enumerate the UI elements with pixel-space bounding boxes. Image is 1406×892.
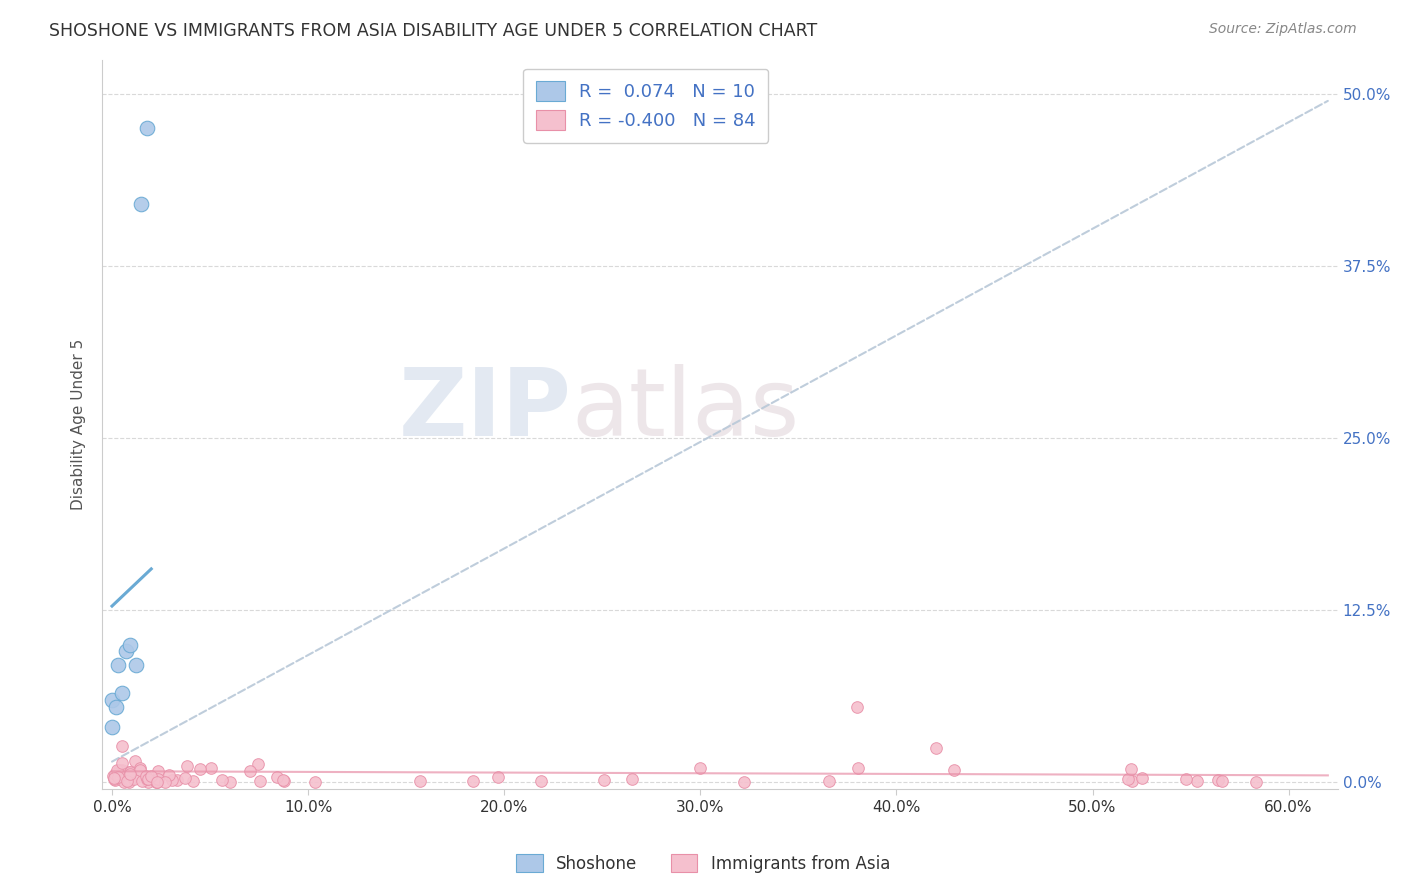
Point — [1244, 774, 1267, 789]
Point — [1116, 772, 1139, 787]
Point — [1121, 773, 1143, 788]
Point — [166, 773, 188, 788]
Text: Source: ZipAtlas.com: Source: ZipAtlas.com — [1209, 22, 1357, 37]
Text: ZIP: ZIP — [399, 364, 572, 456]
Point — [273, 774, 295, 789]
Point — [111, 686, 134, 700]
Point — [155, 775, 177, 789]
Point — [145, 774, 167, 789]
Point — [146, 772, 169, 786]
Legend: R =  0.074   N = 10, R = -0.400   N = 84: R = 0.074 N = 10, R = -0.400 N = 84 — [523, 69, 769, 143]
Point — [818, 773, 841, 788]
Point — [118, 765, 141, 780]
Point — [148, 764, 170, 779]
Point — [846, 760, 869, 774]
Point — [1121, 762, 1143, 776]
Point — [486, 770, 509, 784]
Point — [111, 756, 134, 770]
Point — [118, 638, 141, 652]
Point — [110, 772, 132, 786]
Point — [107, 658, 129, 673]
Text: atlas: atlas — [572, 364, 800, 456]
Point — [409, 773, 432, 788]
Point — [131, 197, 153, 211]
Point — [1211, 774, 1233, 789]
Point — [592, 772, 614, 787]
Point — [114, 644, 136, 658]
Point — [249, 774, 271, 789]
Text: SHOSHONE VS IMMIGRANTS FROM ASIA DISABILITY AGE UNDER 5 CORRELATION CHART: SHOSHONE VS IMMIGRANTS FROM ASIA DISABIL… — [49, 22, 817, 40]
Point — [176, 759, 198, 773]
Point — [112, 774, 135, 789]
Point — [110, 771, 132, 785]
Point — [145, 774, 167, 789]
Point — [139, 769, 162, 783]
Point — [103, 771, 125, 785]
Point — [115, 774, 138, 789]
Point — [104, 699, 127, 714]
Point — [1206, 773, 1229, 788]
Point — [174, 771, 197, 785]
Point — [146, 772, 169, 786]
Point — [101, 769, 124, 783]
Point — [124, 772, 146, 786]
Point — [846, 699, 869, 714]
Point — [103, 772, 125, 787]
Point — [136, 121, 159, 136]
Point — [136, 772, 159, 786]
Point — [118, 764, 141, 779]
Point — [271, 772, 294, 787]
Point — [146, 775, 169, 789]
Point — [138, 775, 160, 789]
Point — [124, 658, 146, 673]
Point — [238, 764, 260, 778]
Point — [111, 767, 134, 781]
Point — [118, 773, 141, 788]
Point — [943, 764, 966, 778]
Point — [157, 768, 180, 782]
Point — [461, 774, 484, 789]
Point — [111, 763, 134, 777]
Point — [200, 761, 222, 775]
Point — [246, 757, 269, 772]
Point — [118, 774, 141, 789]
Point — [211, 773, 233, 788]
Point — [131, 774, 153, 789]
Point — [733, 775, 755, 789]
Point — [105, 764, 128, 778]
Point — [162, 772, 184, 787]
Point — [124, 754, 146, 768]
Point — [266, 770, 288, 784]
Point — [128, 761, 150, 775]
Point — [129, 763, 152, 777]
Point — [1185, 773, 1208, 788]
Point — [1174, 772, 1197, 787]
Y-axis label: Disability Age Under 5: Disability Age Under 5 — [72, 339, 86, 510]
Point — [101, 692, 124, 706]
Point — [529, 773, 551, 788]
Point — [135, 769, 157, 783]
Legend: Shoshone, Immigrants from Asia: Shoshone, Immigrants from Asia — [509, 847, 897, 880]
Point — [621, 772, 644, 787]
Point — [104, 767, 127, 781]
Point — [107, 770, 129, 784]
Point — [120, 767, 142, 781]
Point — [110, 764, 132, 779]
Point — [689, 762, 711, 776]
Point — [218, 775, 240, 789]
Point — [136, 772, 159, 786]
Point — [924, 740, 946, 755]
Point — [111, 739, 134, 754]
Point — [108, 763, 131, 777]
Point — [104, 772, 127, 787]
Point — [304, 775, 326, 789]
Point — [188, 762, 211, 776]
Point — [181, 774, 204, 789]
Point — [101, 720, 124, 734]
Point — [1130, 772, 1153, 786]
